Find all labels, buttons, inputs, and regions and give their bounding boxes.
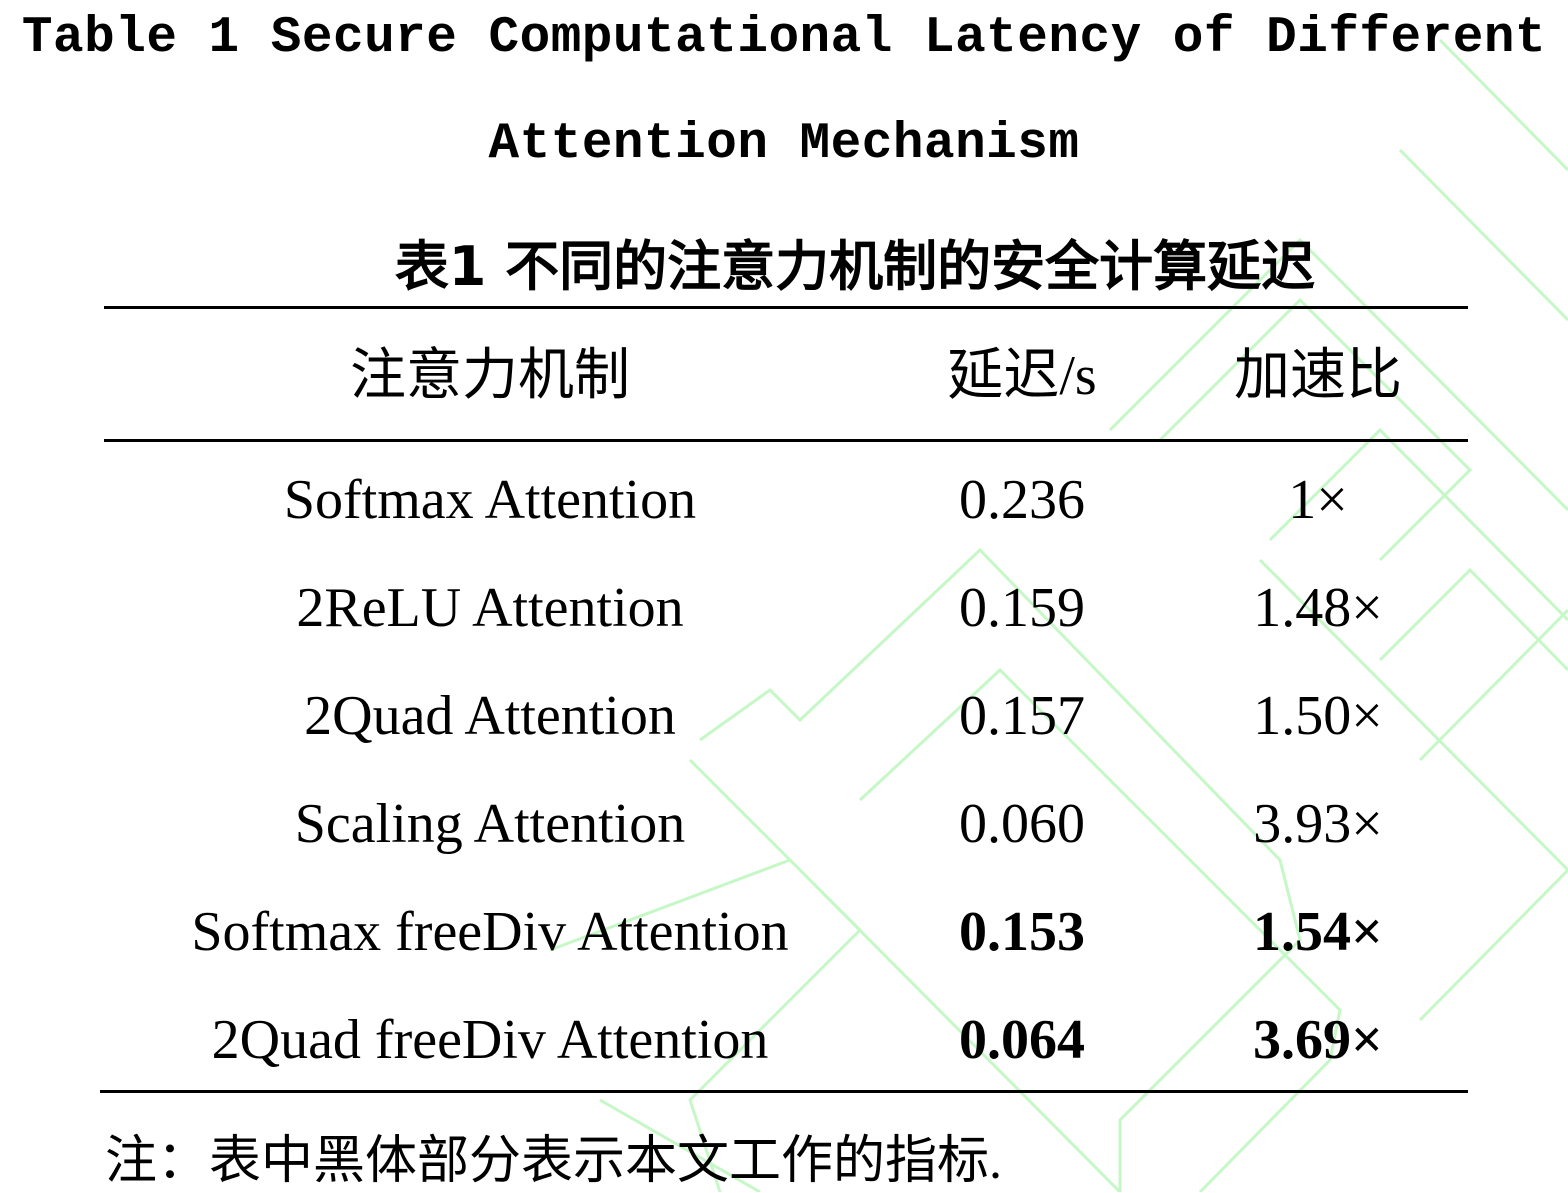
header-rule [104,439,1468,442]
cell: 2Quad Attention [304,685,676,747]
cell: 3.93× [1253,793,1383,855]
cell: 2Quad freeDiv Attention [211,1009,769,1071]
cell: 0.060 [959,793,1085,855]
title-zh: 表1 不同的注意力机制的安全计算延迟 [394,235,1316,298]
cell: 0.157 [959,685,1085,747]
bottom-rule [100,1090,1468,1093]
cell: 1.50× [1253,685,1383,747]
note: 注：表中黑体部分表示本文工作的指标. [105,1133,1003,1190]
cell: 0.236 [959,469,1085,531]
cell: 0.153 [959,901,1085,963]
title-en: Table 1 Secure Computational Latency of … [21,10,1547,67]
cell: Scaling Attention [294,793,686,855]
cell: 0.064 [959,1009,1085,1071]
header-cell: 延迟/s [947,345,1097,407]
cell: Softmax Attention [283,469,697,531]
cell: 1× [1288,469,1348,531]
cell: Softmax freeDiv Attention [191,901,789,963]
cell: 1.48× [1253,577,1383,639]
title-en: Attention Mechanism [488,116,1080,173]
header-cell: 加速比 [1234,345,1402,407]
cell: 3.69× [1253,1009,1383,1071]
top-rule [104,306,1468,309]
cell: 2ReLU Attention [296,577,684,639]
cell: 0.159 [959,577,1085,639]
cell: 1.54× [1253,901,1383,963]
header-cell: 注意力机制 [350,345,630,407]
